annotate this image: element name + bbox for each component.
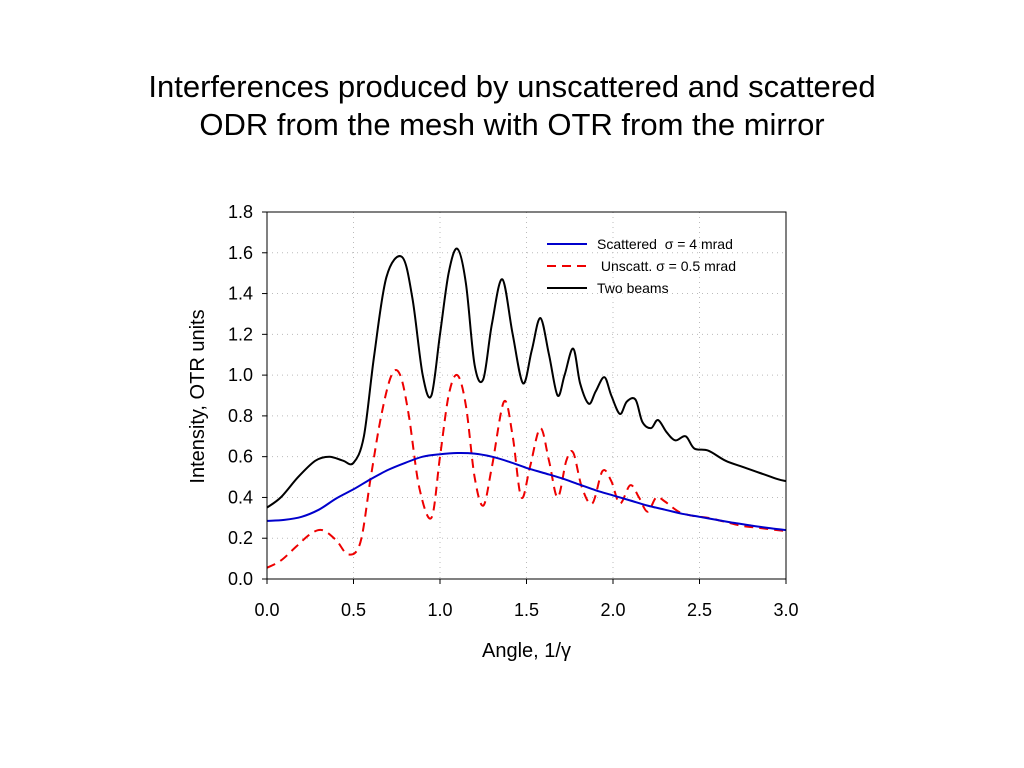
x-tick-label: 1.0	[427, 600, 452, 620]
legend-label: Unscatt. σ = 0.5 mrad	[597, 258, 736, 274]
legend-entry-unscattered: Unscatt. σ = 0.5 mrad	[547, 258, 736, 274]
y-axis-title: Intensity, OTR units	[187, 309, 209, 483]
y-tick-label: 1.8	[228, 202, 253, 222]
x-tick-label: 2.0	[600, 600, 625, 620]
x-tick-label: 2.5	[687, 600, 712, 620]
legend-entry-two-beams: Two beams	[547, 280, 669, 296]
x-tick-label: 3.0	[773, 600, 798, 620]
y-tick-label: 1.0	[228, 365, 253, 385]
x-tick-label: 0.0	[254, 600, 279, 620]
y-tick-label: 1.2	[228, 324, 253, 344]
unscattered-series-line	[266, 369, 787, 569]
two-beams-series-line	[266, 247, 787, 509]
y-tick-label: 1.6	[228, 243, 253, 263]
x-axis-title: Angle, 1/γ	[482, 640, 571, 662]
y-tick-label: 1.4	[228, 284, 253, 304]
x-tick-label: 1.5	[514, 600, 539, 620]
legend-label: Scattered σ = 4 mrad	[597, 236, 733, 252]
y-tick-label: 0.0	[228, 569, 253, 589]
x-tick-label: 0.5	[341, 600, 366, 620]
legend-entry-scattered: Scattered σ = 4 mrad	[547, 236, 733, 252]
legend: Scattered σ = 4 mrad Unscatt. σ = 0.5 mr…	[547, 236, 736, 296]
series-layer	[266, 247, 787, 569]
tick-layer: 0.0 0.2 0.4 0.6 0.8 1.0 1.2 1.4 1.6 1.8 0.0 0.5 1.0 1…	[228, 202, 799, 620]
y-tick-label: 0.6	[228, 447, 253, 467]
y-tick-label: 0.2	[228, 528, 253, 548]
y-tick-label: 0.8	[228, 406, 253, 426]
slide-title-line-2: ODR from the mesh with OTR from the mirr…	[199, 107, 825, 142]
slide-title-line-1: Interferences produced by unscattered an…	[148, 69, 876, 104]
scattered-series-line	[266, 451, 787, 532]
slide-title: Interferences produced by unscattered an…	[0, 68, 1024, 144]
y-tick-label: 0.4	[228, 487, 253, 507]
grid-layer	[267, 212, 786, 579]
legend-label: Two beams	[597, 280, 669, 296]
